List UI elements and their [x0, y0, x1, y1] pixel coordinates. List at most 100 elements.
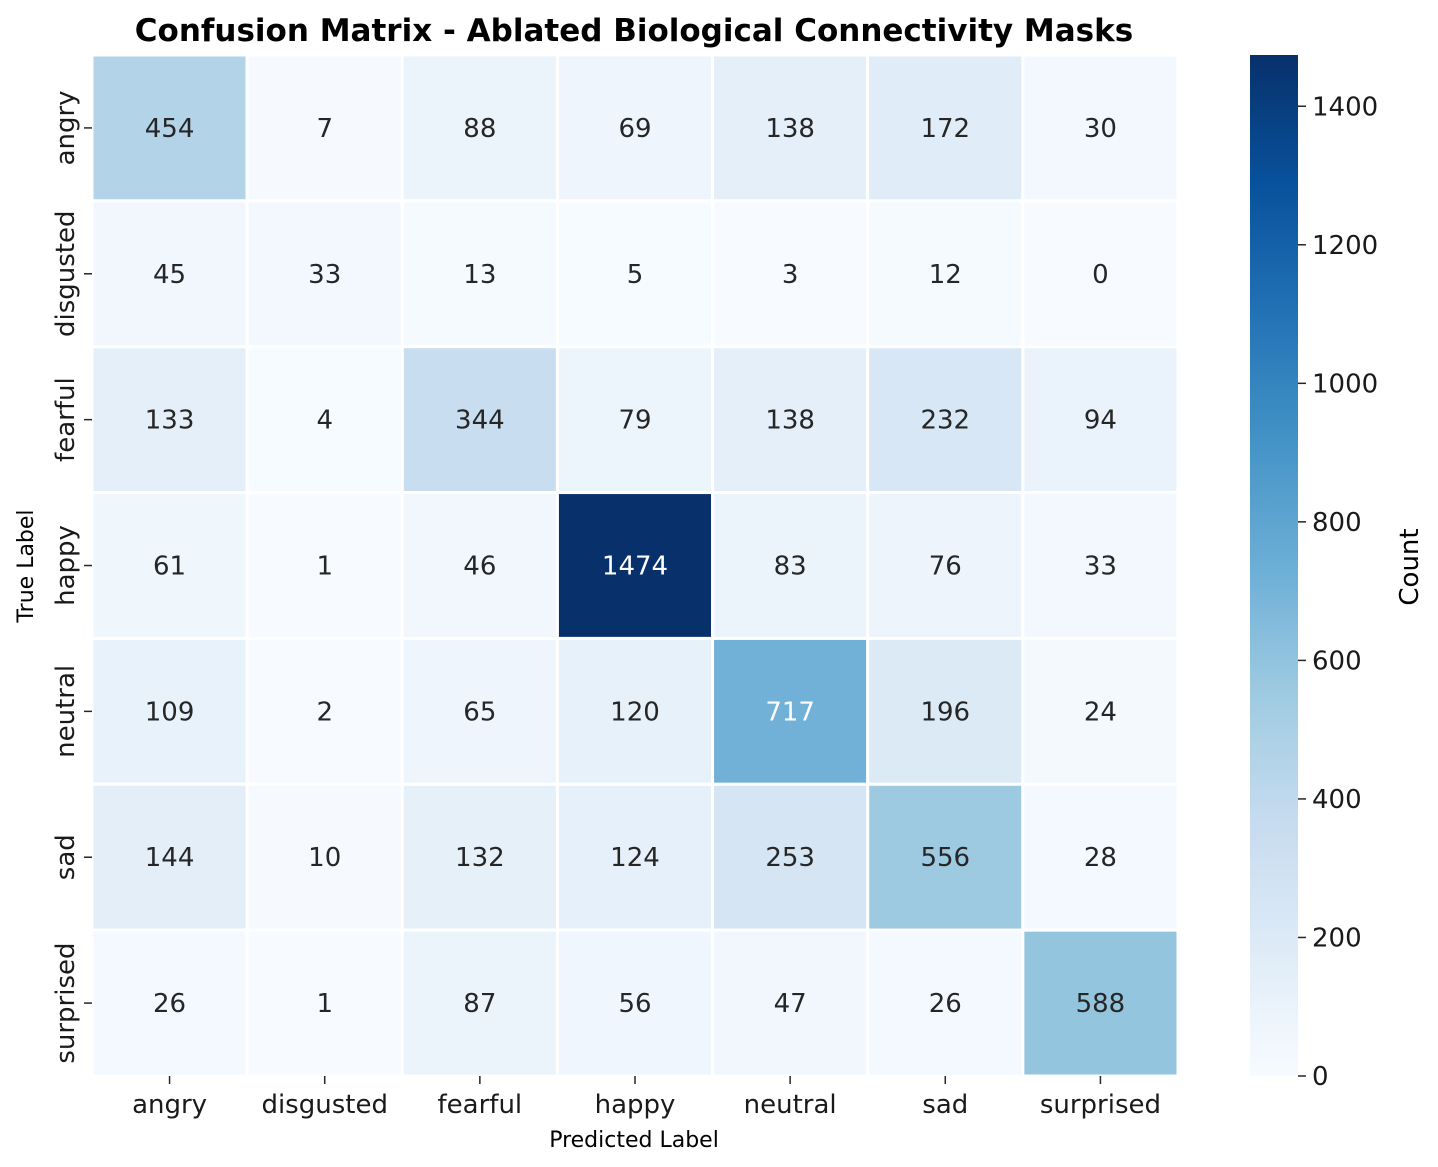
cell-value-label: 88	[463, 114, 496, 144]
cell-value-label: 556	[920, 843, 970, 873]
heatmap-cell-disgusted-fearful	[400, 199, 559, 349]
heatmap-cell-fearful-fearful	[400, 345, 559, 495]
y-tick-label-surprised: surprised	[51, 942, 81, 1063]
cell-value-label: 0	[1092, 260, 1109, 290]
y-tick-label-disgusted: disgusted	[51, 211, 81, 338]
colorbar-gradient	[1250, 55, 1298, 1076]
colorbar-tick-label: 0	[1312, 1062, 1329, 1092]
cell-value-label: 5	[627, 260, 644, 290]
heatmap-cell-happy-disgusted	[245, 491, 404, 640]
colorbar-tick-label: 800	[1312, 508, 1362, 538]
heatmap-cell-surprised-happy	[555, 928, 715, 1078]
heatmap-cell-happy-surprised	[1021, 491, 1180, 640]
heatmap-cell-fearful-sad	[866, 345, 1025, 495]
cell-value-label: 26	[929, 989, 962, 1019]
cell-value-label: 196	[920, 697, 970, 727]
heatmap-cell-angry-disgusted	[245, 53, 404, 203]
cell-value-label: 1	[316, 989, 333, 1019]
cell-value-label: 3	[782, 260, 799, 290]
cell-value-label: 76	[929, 552, 962, 582]
cell-value-label: 7	[316, 114, 333, 144]
heatmap-cell-fearful-surprised	[1021, 345, 1180, 495]
y-axis-label: True Label	[14, 509, 39, 623]
cell-value-label: 109	[145, 697, 195, 727]
y-tick-label-angry: angry	[51, 90, 81, 165]
heatmap-cell-fearful-neutral	[711, 345, 870, 495]
y-tick-label-happy: happy	[51, 525, 81, 606]
cell-value-label: 13	[463, 260, 496, 290]
y-tick-label-fearful: fearful	[51, 377, 81, 462]
y-axis-ticks: angry disgusted fearful happy neutral sad surp…	[51, 90, 92, 1064]
cell-value-label: 47	[774, 989, 807, 1019]
y-tick-label-sad: sad	[51, 834, 81, 880]
cell-value-label: 24	[1084, 697, 1117, 727]
x-axis-label: Predicted Label	[549, 1128, 719, 1153]
heatmap-cell-happy-angry	[90, 491, 249, 640]
colorbar-tick-label: 600	[1312, 646, 1362, 676]
cell-value-label: 132	[455, 843, 505, 873]
cell-value-label: 94	[1084, 406, 1117, 436]
cell-value-label: 124	[610, 843, 660, 873]
cell-value-label: 172	[920, 114, 970, 144]
cell-value-label: 232	[920, 406, 970, 436]
heatmap-cell-angry-fearful	[400, 53, 559, 203]
x-axis-ticks: angry disgusted fearful happy neutral sad surp…	[132, 1076, 1161, 1120]
heatmap-cell-sad-neutral	[711, 782, 870, 932]
heatmap-cell-happy-sad	[866, 491, 1025, 640]
cell-value-label: 69	[618, 114, 651, 144]
heatmap-cell-sad-happy	[555, 782, 715, 932]
cell-value-label: 45	[153, 260, 186, 290]
cell-value-label: 2	[316, 697, 333, 727]
heatmap-cell-sad-disgusted	[245, 782, 404, 932]
cell-value-label: 87	[463, 989, 496, 1019]
colorbar-tick-label: 400	[1312, 785, 1362, 815]
x-tick-label-neutral: neutral	[744, 1090, 837, 1120]
x-tick-label-surprised: surprised	[1040, 1090, 1161, 1120]
cell-value-label: 30	[1084, 114, 1117, 144]
heatmap-cell-surprised-fearful	[400, 928, 559, 1078]
colorbar-tick-label: 1000	[1312, 369, 1378, 399]
cell-value-label: 28	[1084, 843, 1117, 873]
cell-value-label: 138	[765, 406, 815, 436]
heatmap-cell-fearful-happy	[555, 345, 715, 495]
heatmap-cell-surprised-sad	[866, 928, 1025, 1078]
cell-value-label: 344	[455, 406, 505, 436]
cell-value-label: 454	[145, 114, 195, 144]
cell-value-label: 10	[308, 843, 341, 873]
cell-value-label: 1	[316, 552, 333, 582]
heatmap-cell-neutral-angry	[90, 636, 249, 786]
cell-value-label: 33	[308, 260, 341, 290]
x-tick-label-disgusted: disgusted	[261, 1090, 388, 1120]
heatmap-cell-disgusted-neutral	[711, 199, 870, 349]
cell-value-label: 120	[610, 697, 660, 727]
cell-value-label: 56	[618, 989, 651, 1019]
cell-value-label: 138	[765, 114, 815, 144]
cell-value-label: 4	[316, 406, 333, 436]
chart-title: Confusion Matrix - Ablated Biological Co…	[135, 13, 1133, 49]
heatmap-cell-neutral-fearful	[400, 636, 559, 786]
cell-value-label: 1474	[602, 552, 668, 582]
heatmap-cell-fearful-disgusted	[245, 345, 404, 495]
x-tick-label-sad: sad	[922, 1090, 968, 1120]
heatmap-cell-sad-angry	[90, 782, 249, 932]
cell-value-label: 26	[153, 989, 186, 1019]
colorbar-tick-label: 200	[1312, 923, 1362, 953]
heatmap-cell-angry-sad	[866, 53, 1025, 203]
cell-value-label: 717	[765, 697, 815, 727]
cell-value-label: 144	[145, 843, 195, 873]
colorbar-tick-label: 1200	[1312, 231, 1378, 261]
heatmap-cell-surprised-angry	[90, 928, 249, 1078]
cell-value-label: 133	[145, 406, 195, 436]
heatmap-cell-angry-angry	[90, 53, 249, 203]
x-tick-label-happy: happy	[595, 1090, 676, 1120]
cell-value-label: 253	[765, 843, 815, 873]
y-tick-label-neutral: neutral	[51, 665, 81, 758]
heatmap-cell-disgusted-surprised	[1021, 199, 1180, 349]
cell-value-label: 12	[929, 260, 962, 290]
colorbar: 0 200 400 600 800 1000 1200 1400	[1250, 55, 1378, 1092]
cell-value-label: 79	[618, 406, 651, 436]
colorbar-label: Count	[1395, 528, 1425, 605]
colorbar-tick-label: 1400	[1312, 92, 1378, 122]
